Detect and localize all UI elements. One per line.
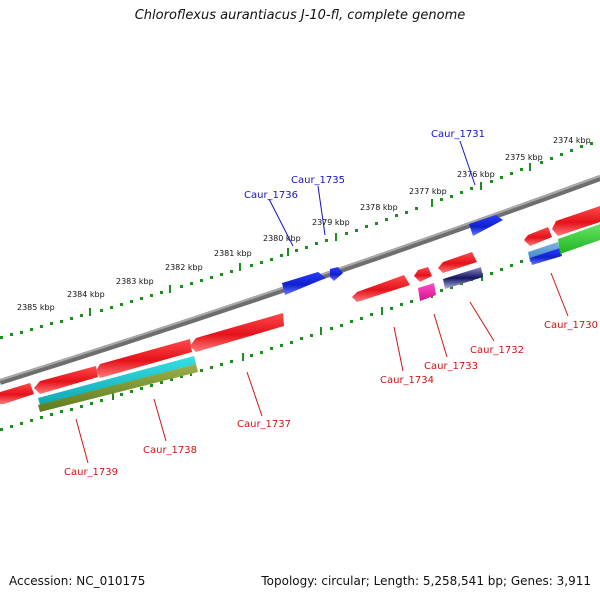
gene-caur-1740[interactable] xyxy=(0,383,34,404)
gene-caur-1737[interactable] xyxy=(190,313,284,352)
gene-label-caur-1735[interactable]: Caur_1735 xyxy=(291,175,345,186)
gene-caur-1736[interactable] xyxy=(282,272,326,295)
gene-label-caur-1732[interactable]: Caur_1732 xyxy=(470,345,524,356)
genome-summary-text: Topology: circular; Length: 5,258,541 bp… xyxy=(261,574,591,588)
gene-caur-1733-a[interactable] xyxy=(414,267,432,282)
kbp-label: 2378 kbp xyxy=(360,203,398,212)
gene-caur-1733-b[interactable] xyxy=(418,283,436,301)
gene-caur-1735[interactable] xyxy=(330,267,343,281)
gene-caur-1739-track[interactable] xyxy=(38,356,196,405)
gene-label-caur-1731[interactable]: Caur_1731 xyxy=(431,129,485,140)
accession-text: Accession: NC_010175 xyxy=(9,574,146,588)
gene-caur-1730-a[interactable] xyxy=(524,227,552,246)
kbp-label: 2383 kbp xyxy=(116,277,154,286)
forward-features xyxy=(282,215,503,295)
kbp-scale-labels: 2374 kbp 2375 kbp 2376 kbp 2377 kbp 2378… xyxy=(17,136,591,312)
gene-label-caur-1738[interactable]: Caur_1738 xyxy=(143,445,197,456)
gene-caur-1730-c[interactable] xyxy=(530,248,562,265)
kbp-label: 2385 kbp xyxy=(17,303,55,312)
gene-caur-1731[interactable] xyxy=(469,215,503,236)
kbp-label: 2381 kbp xyxy=(214,249,252,258)
gene-caur-1734[interactable] xyxy=(352,275,410,302)
kbp-label: 2374 kbp xyxy=(553,136,591,145)
gene-label-caur-1734[interactable]: Caur_1734 xyxy=(380,375,434,386)
forward-scale-dots xyxy=(0,142,593,339)
kbp-label: 2375 kbp xyxy=(505,153,543,162)
map-title: Chloroflexus aurantiacus J-10-fl, comple… xyxy=(134,8,466,23)
kbp-label: 2384 kbp xyxy=(67,290,105,299)
gene-caur-1739[interactable] xyxy=(34,366,98,394)
gene-label-caur-1736[interactable]: Caur_1736 xyxy=(244,190,298,201)
gene-caur-1728[interactable] xyxy=(558,224,600,254)
kbp-label: 2380 kbp xyxy=(263,234,301,243)
reverse-scale-dots xyxy=(0,235,593,431)
reverse-features xyxy=(0,206,600,412)
gene-caur-1738[interactable] xyxy=(96,339,192,378)
gene-labels: Caur_1731 Caur_1735 Caur_1736 Caur_1730 … xyxy=(64,129,598,478)
label-leaders xyxy=(75,140,569,464)
kbp-label: 2377 kbp xyxy=(409,187,447,196)
gene-caur-1738-track[interactable] xyxy=(38,364,198,412)
gene-label-caur-1737[interactable]: Caur_1737 xyxy=(237,419,291,430)
gene-caur-1732-a[interactable] xyxy=(438,252,477,273)
kbp-label: 2382 kbp xyxy=(165,263,203,272)
kbp-label: 2379 kbp xyxy=(312,218,350,227)
gene-label-caur-1730[interactable]: Caur_1730 xyxy=(544,320,598,331)
gene-caur-1729[interactable] xyxy=(552,206,600,236)
kbp-label: 2376 kbp xyxy=(457,170,495,179)
gene-label-caur-1739[interactable]: Caur_1739 xyxy=(64,467,118,478)
gene-caur-1732-b[interactable] xyxy=(443,267,483,289)
gene-label-caur-1733[interactable]: Caur_1733 xyxy=(424,361,478,372)
